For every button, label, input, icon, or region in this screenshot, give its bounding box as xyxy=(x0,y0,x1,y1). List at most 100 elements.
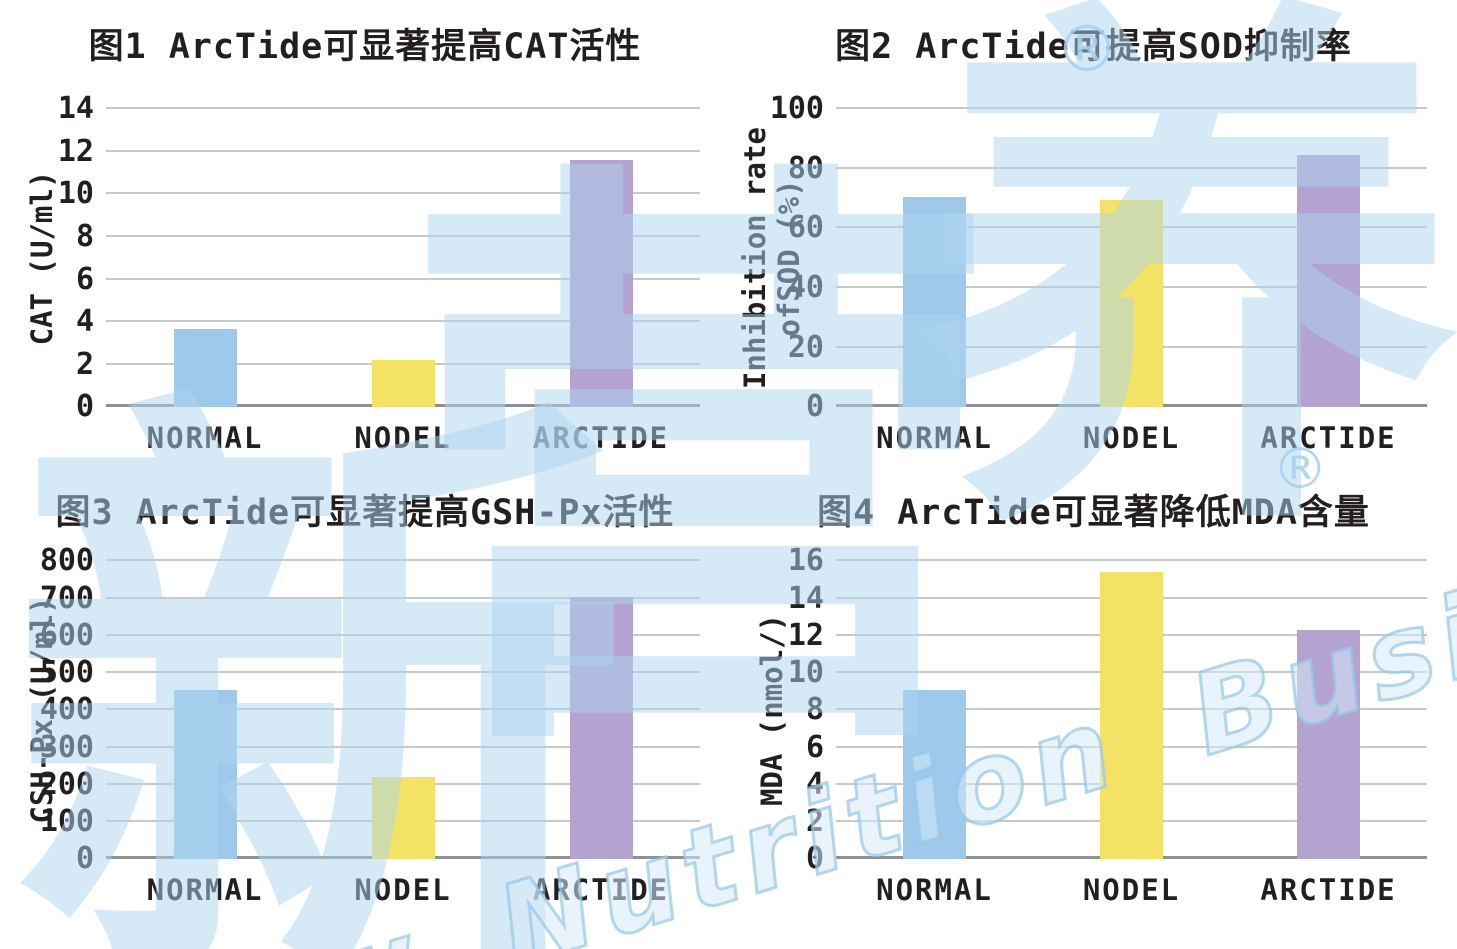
bar-arctide xyxy=(569,596,633,860)
y-tick-label: 40 xyxy=(787,270,824,306)
chart-body: MDA (nmol/) 0 2 4 6 8 10 12 14 16 xyxy=(730,546,1457,874)
bar-slot xyxy=(502,561,700,860)
x-category-label: NODEL xyxy=(354,421,452,456)
x-category-label: ARCTIDE xyxy=(532,873,670,908)
plot-area xyxy=(106,107,700,408)
y-tick-label: 500 xyxy=(39,655,94,690)
y-tick-label: 8 xyxy=(75,218,94,254)
bars xyxy=(106,561,700,860)
gridline xyxy=(106,320,700,323)
plot-area xyxy=(836,559,1427,860)
bar-arctide xyxy=(1297,630,1360,860)
gridline xyxy=(106,277,700,280)
bar-normal xyxy=(903,689,966,860)
y-tick-label: 0 xyxy=(805,389,824,425)
gridline xyxy=(106,192,700,195)
y-tick-label: 10 xyxy=(787,655,824,690)
y-tick-label: 6 xyxy=(75,261,94,297)
bar-slot xyxy=(106,561,304,860)
y-tick-label: 2 xyxy=(805,804,824,839)
bar-slot xyxy=(836,109,1033,408)
gridline xyxy=(106,559,700,562)
bar-slot xyxy=(304,109,502,408)
gridline xyxy=(106,107,700,110)
gridline xyxy=(836,166,1427,169)
y-tick-label: 4 xyxy=(805,766,824,802)
x-axis: NORMAL NODEL ARCTIDE xyxy=(730,407,1457,455)
gridline xyxy=(106,149,700,152)
y-tick-label: 80 xyxy=(787,150,824,186)
chart-title: 图1 ArcTide可显著提高CAT活性 xyxy=(88,27,642,67)
x-category-label: NORMAL xyxy=(146,421,264,456)
chart-title: 图2 ArcTide可提高SOD抑制率 xyxy=(835,27,1352,67)
y-tick-label: 12 xyxy=(57,133,94,169)
x-category-label: NORMAL xyxy=(146,873,264,908)
y-axis: Inhibition rate ofSOD (%) 0 20 40 60 80 100 xyxy=(730,94,836,422)
gridline xyxy=(106,234,700,237)
chart-body: CSH-Px (U/ml) 0 100 200 300 400 500 600 700 800 xyxy=(0,546,730,874)
y-tick-label: 400 xyxy=(39,692,94,728)
gridline xyxy=(106,633,700,636)
y-tick-label: 0 xyxy=(75,841,94,877)
bar-arctide xyxy=(569,160,633,408)
y-tick-label: 100 xyxy=(769,91,824,127)
gridline xyxy=(106,671,700,673)
y-tick-label: 14 xyxy=(787,580,824,616)
y-tick-label: 2 xyxy=(75,346,94,382)
chart-body: CAT (U/ml) 0 2 4 6 8 10 12 14 xyxy=(0,94,730,422)
gridline xyxy=(836,107,1427,110)
y-axis: CAT (U/ml) 0 2 4 6 8 10 12 14 xyxy=(0,94,106,422)
x-labels: NORMAL NODEL ARCTIDE xyxy=(106,859,700,907)
plot-area xyxy=(836,107,1427,408)
bar-nodel xyxy=(1100,572,1163,860)
y-tick-label: 8 xyxy=(805,692,824,728)
x-labels: NORMAL NODEL ARCTIDE xyxy=(106,407,700,455)
gridline xyxy=(106,596,700,599)
bar-arctide xyxy=(1297,155,1360,408)
bar-nodel xyxy=(371,360,435,408)
bar-nodel xyxy=(1100,200,1163,408)
x-category-label: ARCTIDE xyxy=(1260,873,1397,908)
y-axis-title: MDA (nmol/) xyxy=(755,614,789,806)
gridline xyxy=(836,559,1427,562)
y-tick-label: 10 xyxy=(57,176,94,212)
chart-cat-activity: 图1 ArcTide可显著提高CAT活性 CAT (U/ml) 0 2 4 6 8 10 1… xyxy=(0,0,730,480)
y-tick-label: 16 xyxy=(787,543,824,579)
bar-slot xyxy=(304,561,502,860)
bars xyxy=(836,561,1427,860)
gridline xyxy=(106,745,700,748)
y-tick-label: 300 xyxy=(39,729,94,765)
y-tick-label: 200 xyxy=(39,766,94,802)
bar-normal xyxy=(173,689,237,860)
y-axis-title-line: CAT (U/ml) xyxy=(24,170,59,346)
x-axis: NORMAL NODEL ARCTIDE xyxy=(0,407,730,455)
y-axis: MDA (nmol/) 0 2 4 6 8 10 12 14 16 xyxy=(730,546,836,874)
chart-body: Inhibition rate ofSOD (%) 0 20 40 60 80 100 xyxy=(730,94,1457,422)
y-tick-label: 800 xyxy=(39,543,94,579)
y-tick-label: 0 xyxy=(805,841,824,877)
chart-mda-content: 图4 ArcTide可显著降低MDA含量 MDA (nmol/) 0 2 4 6 8 10… xyxy=(730,480,1457,949)
bar-normal xyxy=(903,197,966,408)
plot-area xyxy=(106,559,700,860)
y-tick-label: 700 xyxy=(39,580,94,616)
bar-slot xyxy=(502,109,700,408)
bar-normal xyxy=(173,328,237,408)
x-category-label: ARCTIDE xyxy=(1260,421,1397,456)
x-labels: NORMAL NODEL ARCTIDE xyxy=(836,859,1427,907)
bar-slot xyxy=(106,109,304,408)
chart-sod-inhibition: 图2 ArcTide可提高SOD抑制率 Inhibition rate ofSO… xyxy=(730,0,1457,480)
bar-nodel xyxy=(371,777,435,860)
y-tick-label: 20 xyxy=(787,329,824,365)
x-category-label: NODEL xyxy=(354,873,452,908)
bar-slot xyxy=(1033,561,1230,860)
y-tick-label: 100 xyxy=(39,804,94,839)
bar-slot xyxy=(836,561,1033,860)
y-tick-label: 14 xyxy=(57,91,94,127)
bar-slot xyxy=(1230,561,1427,860)
y-axis-title-line: Inhibition rate xyxy=(737,127,772,390)
y-tick-label: 4 xyxy=(75,304,94,340)
y-axis: CSH-Px (U/ml) 0 100 200 300 400 500 600 700 800 xyxy=(0,546,106,874)
